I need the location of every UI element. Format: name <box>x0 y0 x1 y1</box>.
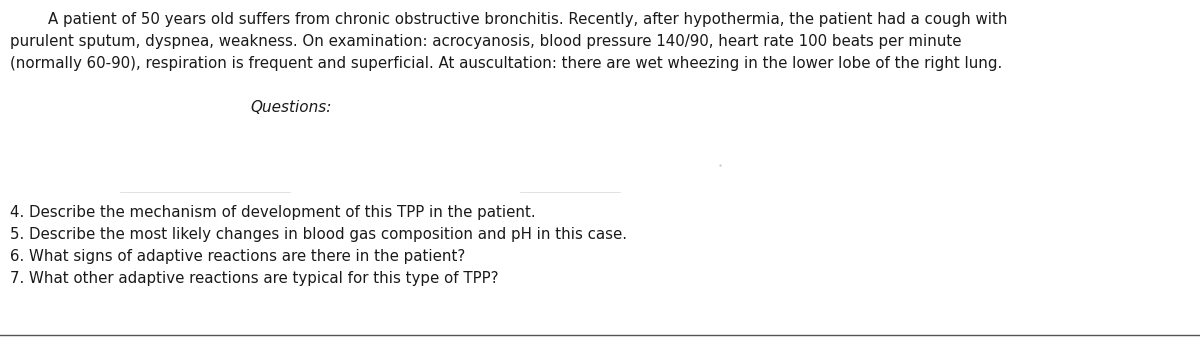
Text: 7. What other adaptive reactions are typical for this type of TPP?: 7. What other adaptive reactions are typ… <box>10 271 498 286</box>
Text: (normally 60-90), respiration is frequent and superficial. At auscultation: ther: (normally 60-90), respiration is frequen… <box>10 56 1002 71</box>
Text: purulent sputum, dyspnea, weakness. On examination: acrocyanosis, blood pressure: purulent sputum, dyspnea, weakness. On e… <box>10 34 961 49</box>
Text: 6. What signs of adaptive reactions are there in the patient?: 6. What signs of adaptive reactions are … <box>10 249 466 264</box>
Text: Questions:: Questions: <box>250 100 331 115</box>
Text: 5. Describe the most likely changes in blood gas composition and pH in this case: 5. Describe the most likely changes in b… <box>10 227 628 242</box>
Text: 4. Describe the mechanism of development of this TPP in the patient.: 4. Describe the mechanism of development… <box>10 205 535 220</box>
Text: A patient of 50 years old suffers from chronic obstructive bronchitis. Recently,: A patient of 50 years old suffers from c… <box>10 12 1008 27</box>
